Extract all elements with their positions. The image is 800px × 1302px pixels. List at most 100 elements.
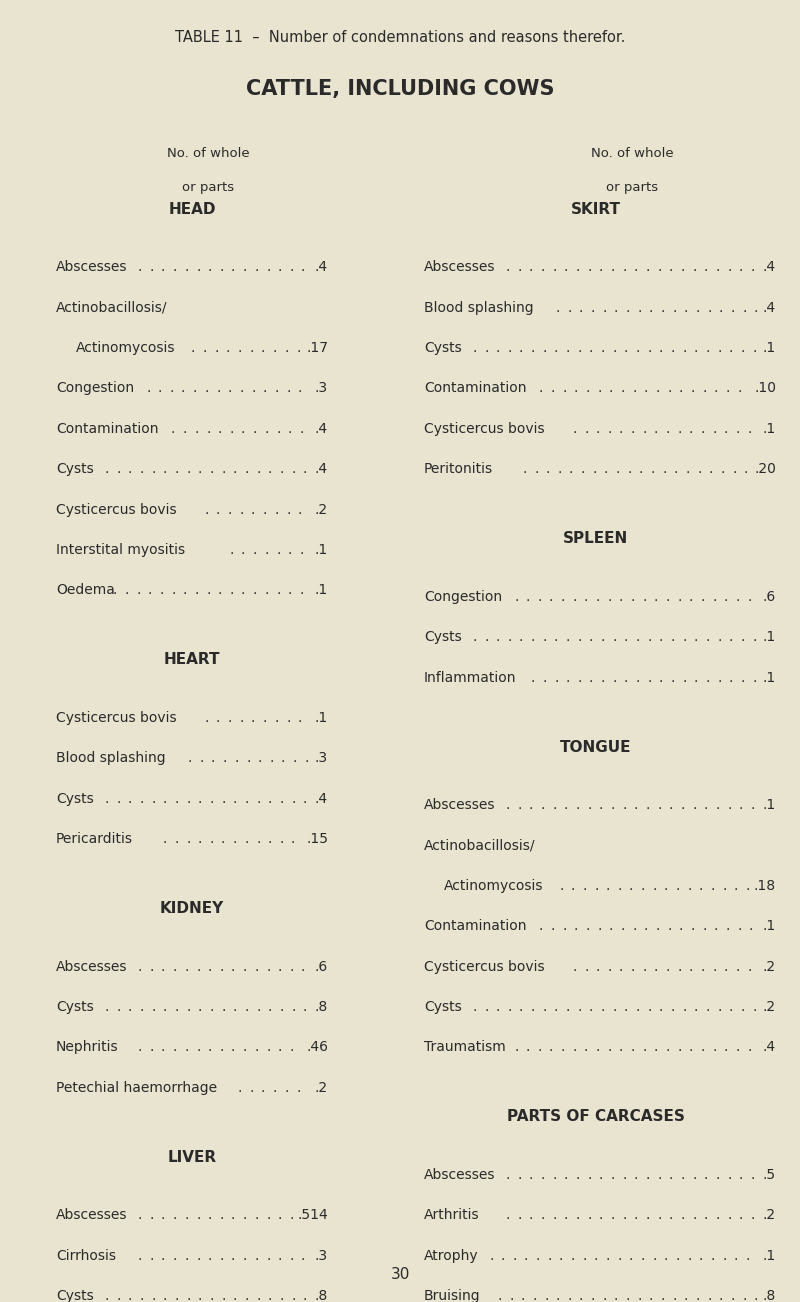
Text: .: . <box>701 960 705 974</box>
Text: .: . <box>622 1208 626 1223</box>
Text: .: . <box>734 1249 738 1263</box>
Text: .: . <box>244 462 249 477</box>
Text: .: . <box>669 1168 674 1182</box>
Text: .: . <box>186 462 190 477</box>
Text: .: . <box>641 1249 645 1263</box>
Text: .: . <box>279 832 284 846</box>
Text: .: . <box>730 1289 735 1302</box>
Text: .: . <box>284 1081 289 1095</box>
Text: .: . <box>266 960 270 974</box>
Text: .: . <box>647 341 652 355</box>
Text: .: . <box>589 341 594 355</box>
Text: .: . <box>619 960 623 974</box>
Text: .: . <box>541 798 545 812</box>
Text: .: . <box>741 630 745 644</box>
Text: .: . <box>184 1249 189 1263</box>
Text: Interstital myositis: Interstital myositis <box>56 543 185 557</box>
Text: .: . <box>298 503 302 517</box>
Text: .: . <box>544 1289 548 1302</box>
Text: .: . <box>632 919 637 934</box>
Text: .: . <box>208 1249 212 1263</box>
Text: .: . <box>641 879 645 893</box>
Text: .: . <box>679 919 683 934</box>
Text: .: . <box>652 1249 657 1263</box>
Text: .: . <box>496 1000 500 1014</box>
Text: .: . <box>138 1040 142 1055</box>
Text: .: . <box>681 260 685 275</box>
Text: .: . <box>584 590 588 604</box>
Text: .: . <box>529 1208 534 1223</box>
Text: .: . <box>689 960 694 974</box>
Text: .: . <box>150 1208 154 1223</box>
Text: .: . <box>589 1000 594 1014</box>
Text: .: . <box>302 1000 307 1014</box>
Text: .: . <box>566 630 570 644</box>
Text: .: . <box>576 798 580 812</box>
Text: .: . <box>293 751 297 766</box>
Text: .: . <box>732 462 737 477</box>
Text: .: . <box>707 1289 712 1302</box>
Text: .: . <box>722 1249 726 1263</box>
Text: .: . <box>288 422 292 436</box>
Text: .: . <box>239 503 244 517</box>
Text: .: . <box>266 1208 270 1223</box>
Text: .: . <box>612 671 617 685</box>
Text: .6: .6 <box>314 960 328 974</box>
Text: .: . <box>238 1081 242 1095</box>
Text: .: . <box>724 1040 728 1055</box>
Text: SKIRT: SKIRT <box>571 202 621 217</box>
Text: .: . <box>646 798 650 812</box>
Text: Arthritis: Arthritis <box>424 1208 480 1223</box>
Text: .: . <box>649 301 654 315</box>
Text: .: . <box>196 1040 200 1055</box>
Text: .: . <box>716 260 720 275</box>
Text: .: . <box>607 422 612 436</box>
Text: .: . <box>624 341 628 355</box>
Text: .: . <box>186 832 190 846</box>
Text: .: . <box>507 1000 512 1014</box>
Text: .: . <box>741 671 745 685</box>
Text: Cysts: Cysts <box>56 792 94 806</box>
Text: .: . <box>636 671 640 685</box>
Text: .: . <box>219 960 224 974</box>
Text: .: . <box>670 630 675 644</box>
Text: .: . <box>661 1289 665 1302</box>
Text: .: . <box>242 260 247 275</box>
Text: .: . <box>747 590 752 604</box>
Text: .: . <box>241 543 246 557</box>
Text: .: . <box>228 381 232 396</box>
Text: .: . <box>701 590 705 604</box>
Text: .: . <box>262 503 267 517</box>
Text: .: . <box>221 832 226 846</box>
Text: .: . <box>552 798 557 812</box>
Text: .4: .4 <box>763 260 776 275</box>
Text: .: . <box>752 630 757 644</box>
Text: .: . <box>681 1168 685 1182</box>
Text: .: . <box>607 960 612 974</box>
Text: .: . <box>738 381 742 396</box>
Text: TONGUE: TONGUE <box>560 740 632 755</box>
Text: .: . <box>291 462 295 477</box>
Text: .: . <box>242 1249 247 1263</box>
Text: .: . <box>670 341 675 355</box>
Text: .: . <box>258 751 262 766</box>
Text: .: . <box>752 341 757 355</box>
Text: .: . <box>266 1040 270 1055</box>
Text: .: . <box>254 1040 258 1055</box>
Text: .: . <box>750 798 755 812</box>
Text: .: . <box>656 919 660 934</box>
Text: .: . <box>729 671 734 685</box>
Text: .: . <box>484 341 488 355</box>
Text: .: . <box>690 919 695 934</box>
Text: .: . <box>262 711 267 725</box>
Text: .: . <box>570 1249 575 1263</box>
Text: .: . <box>276 583 280 598</box>
Text: .: . <box>162 462 167 477</box>
Text: .: . <box>484 630 488 644</box>
Text: .: . <box>689 422 694 436</box>
Text: .: . <box>546 462 550 477</box>
Text: .: . <box>288 583 292 598</box>
Text: .: . <box>264 583 269 598</box>
Text: .: . <box>719 301 723 315</box>
Text: .: . <box>194 422 198 436</box>
